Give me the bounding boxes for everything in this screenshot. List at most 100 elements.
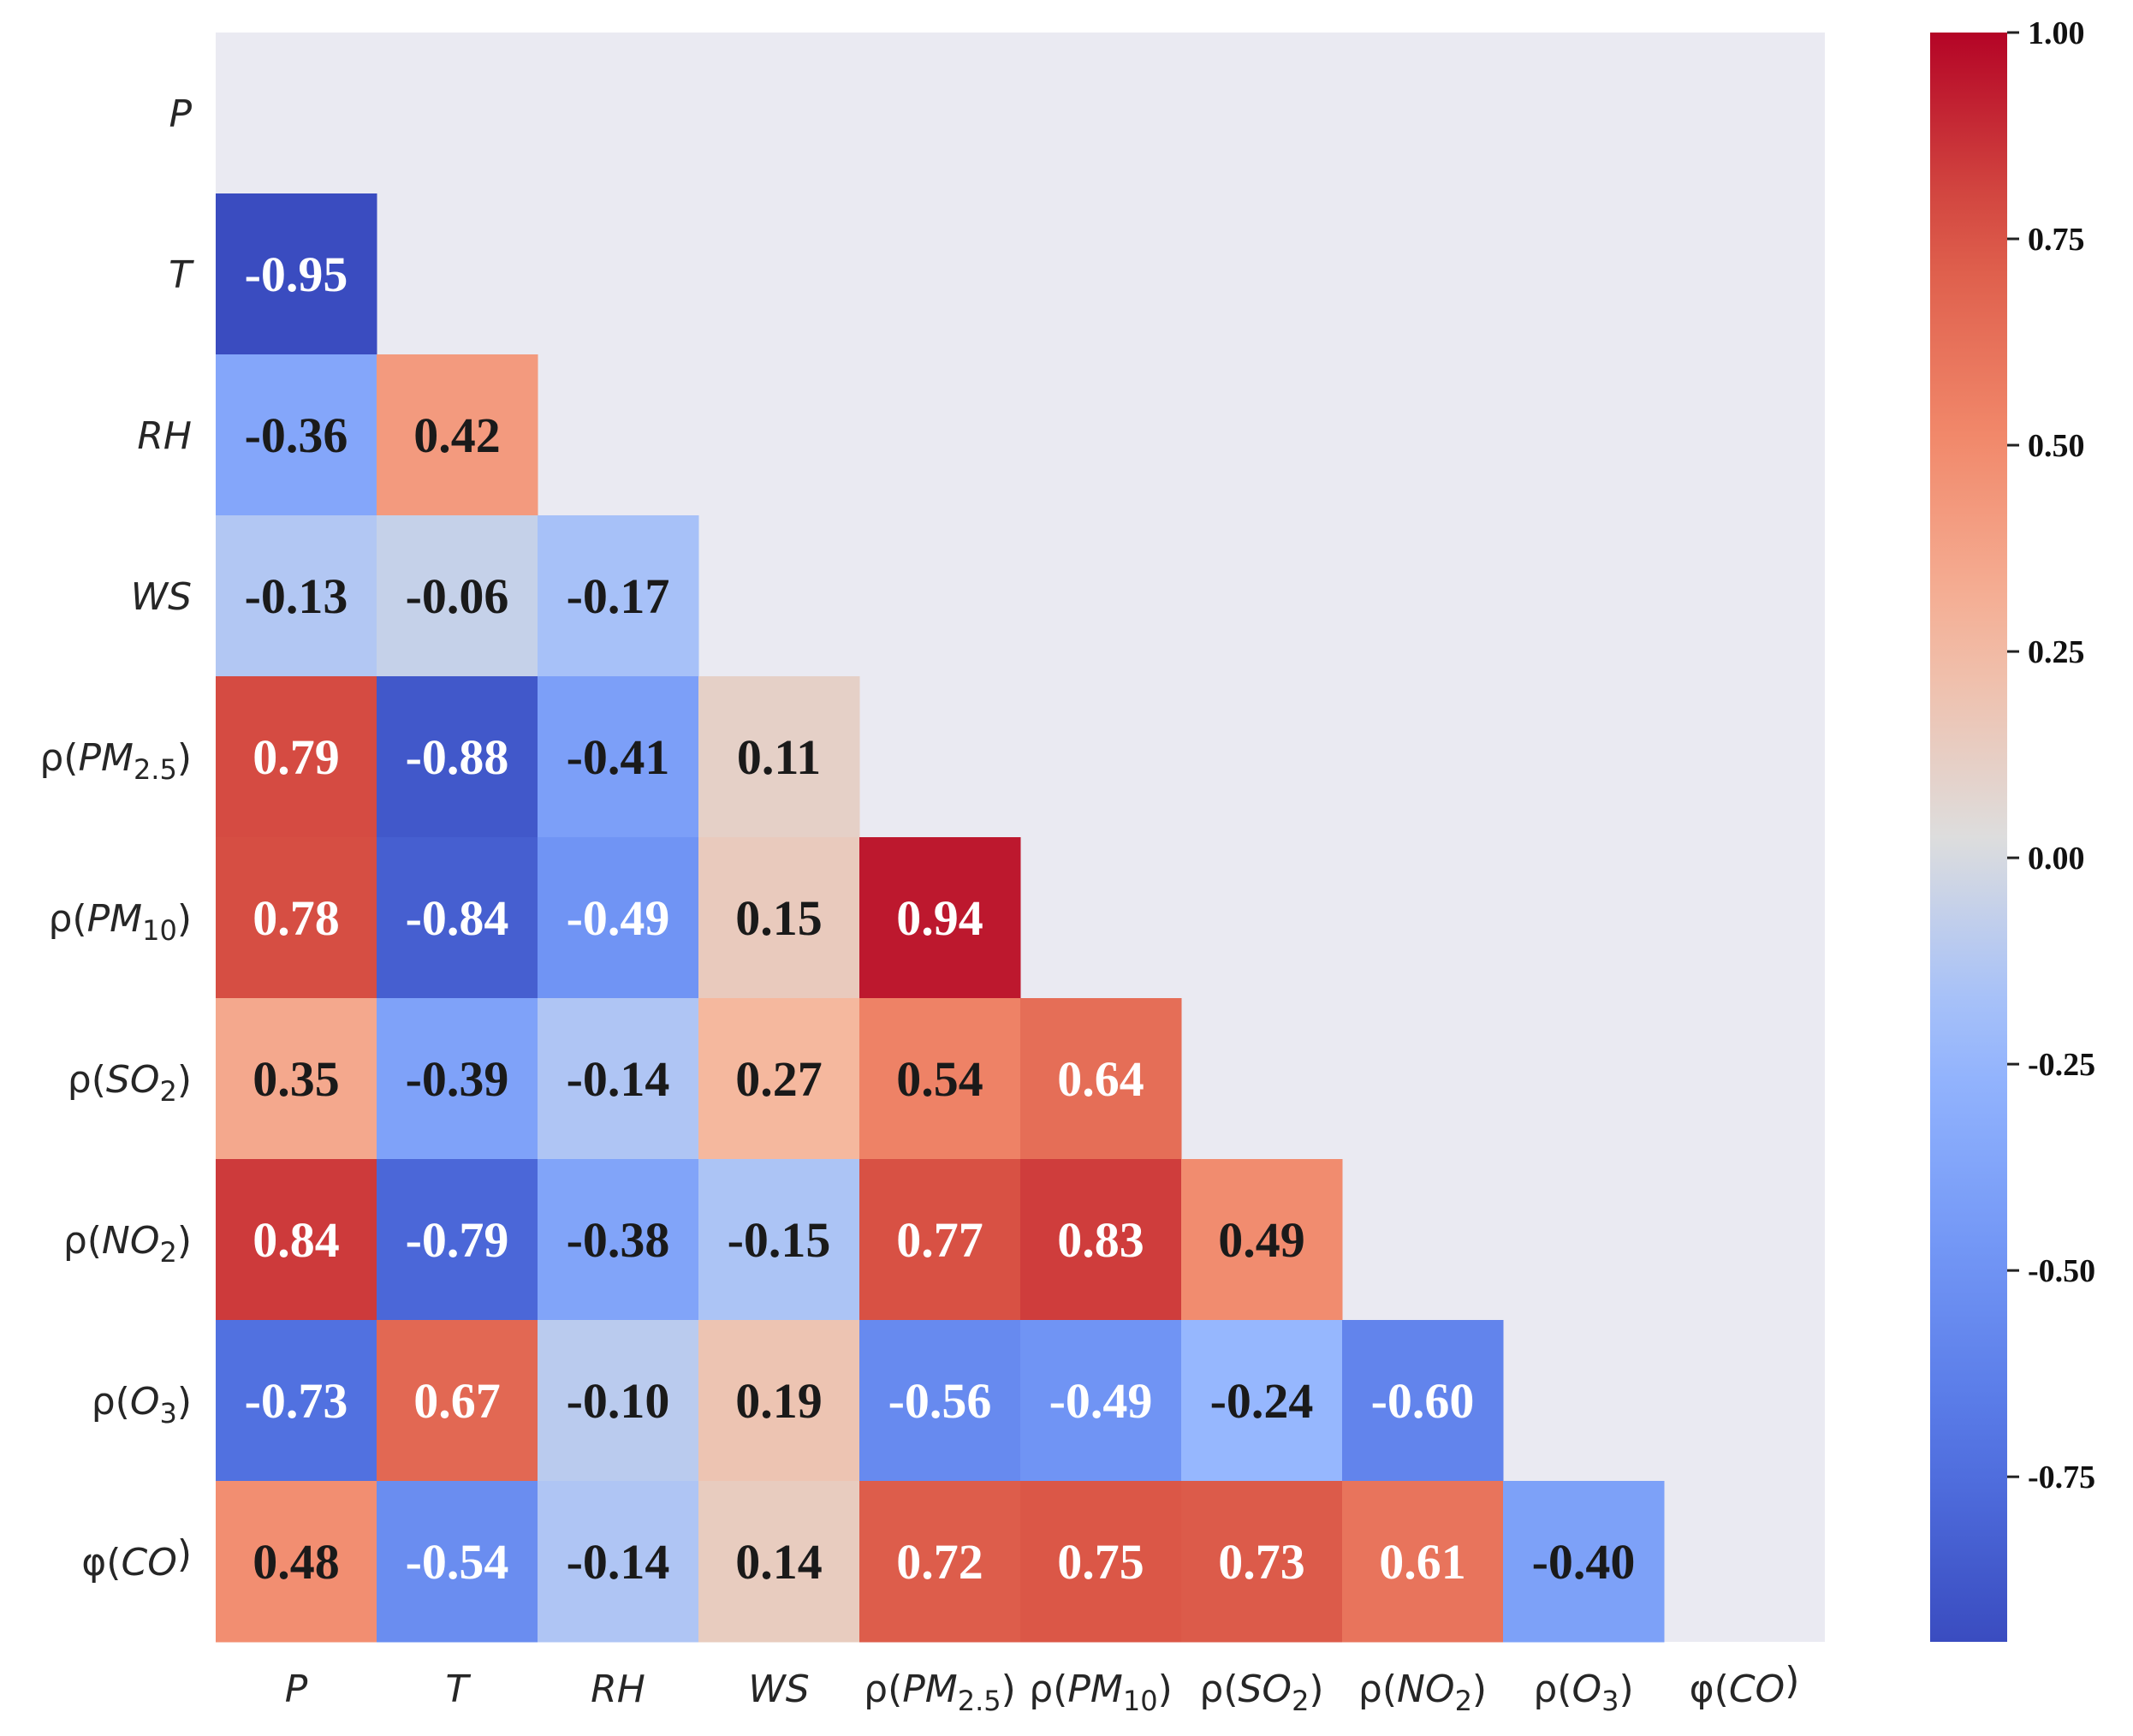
x-tick-label: ρ(PM2.5) (864, 1668, 1016, 1717)
x-tick-label: T (446, 1668, 472, 1711)
colorbar: 1.00 0.75 0.50 0.25 0.00 -0.25 -0.50 -0.75 (1930, 15, 2095, 1642)
heatmap-cell (698, 837, 860, 999)
cell-value-label: 0.78 (253, 890, 340, 946)
y-tick-label: ρ(NO2) (63, 1219, 192, 1269)
heatmap-cells: -0.95 -0.36 0.42 -0.13 -0.06 -0.17 0.79 -0.88 -0… (216, 193, 1665, 1643)
cell-value-label: -0.06 (406, 568, 509, 624)
heatmap-cell (377, 515, 538, 677)
cell-value-label: -0.49 (1049, 1373, 1153, 1429)
y-tick-label: ρ(PM2.5) (39, 736, 192, 786)
cell-value-label: -0.39 (406, 1051, 509, 1107)
cell-value-label: -0.60 (1371, 1373, 1475, 1429)
heatmap-cell (698, 1159, 860, 1321)
heatmap-cell (538, 515, 699, 677)
cell-value-label: 0.67 (413, 1373, 501, 1429)
heatmap-cell (216, 1159, 377, 1321)
colorbar-tick-label: -0.25 (2028, 1047, 2095, 1083)
cell-value-label: 0.83 (1057, 1212, 1144, 1268)
heatmap-cell (538, 1481, 699, 1643)
colorbar-tick-label: 1.00 (2028, 15, 2085, 51)
heatmap-cell (1181, 1320, 1343, 1482)
cell-value-label: 0.48 (253, 1534, 340, 1590)
cell-value-label: -0.54 (406, 1534, 509, 1590)
x-tick-label: P (285, 1668, 308, 1711)
cell-value-label: 0.84 (253, 1212, 340, 1268)
cell-value-label: 0.27 (735, 1051, 823, 1107)
heatmap-cell (216, 998, 377, 1160)
heatmap-cell (859, 837, 1021, 999)
heatmap-cell (698, 676, 860, 838)
cell-value-label: 0.11 (737, 729, 821, 785)
heatmap-cell (377, 354, 538, 516)
heatmap-cell (859, 1159, 1021, 1321)
cell-value-label: -0.15 (728, 1212, 831, 1268)
heatmap-cell (216, 1320, 377, 1482)
colorbar-gradient (1930, 33, 2007, 1642)
cell-value-label: -0.24 (1210, 1373, 1314, 1429)
heatmap-cell (1342, 1481, 1504, 1643)
y-tick-label: P (169, 92, 192, 136)
cell-value-label: 0.61 (1379, 1534, 1466, 1590)
cell-value-label: -0.10 (567, 1373, 670, 1429)
x-tick-label: ρ(O3) (1533, 1668, 1633, 1717)
heatmap-cell (859, 1320, 1021, 1482)
cell-value-label: 0.42 (413, 407, 501, 463)
heatmap-cell (377, 676, 538, 838)
heatmap-cell (538, 676, 699, 838)
heatmap-cell (216, 193, 377, 355)
heatmap-cell (216, 676, 377, 838)
heatmap-cell (377, 1159, 538, 1321)
y-tick-label: T (169, 253, 194, 297)
cell-value-label: -0.95 (245, 247, 348, 302)
cell-value-label: 0.77 (896, 1212, 983, 1268)
cell-value-label: 0.49 (1218, 1212, 1305, 1268)
heatmap-cell (538, 1320, 699, 1482)
heatmap-cell (377, 837, 538, 999)
heatmap-cell (538, 837, 699, 999)
heatmap-cell (538, 998, 699, 1160)
heatmap-cell (216, 837, 377, 999)
heatmap-cell (377, 998, 538, 1160)
heatmap-cell (1342, 1320, 1504, 1482)
cell-value-label: 0.75 (1057, 1534, 1144, 1590)
cell-value-label: 0.15 (735, 890, 823, 946)
heatmap-cell (1020, 1159, 1182, 1321)
colorbar-tick-label: 0.25 (2028, 634, 2085, 670)
heatmap-cell (698, 1481, 860, 1643)
heatmap-cell (859, 998, 1021, 1160)
cell-value-label: -0.17 (567, 568, 670, 624)
heatmap-cell (1181, 1481, 1343, 1643)
heatmap-cell (216, 515, 377, 677)
cell-value-label: -0.13 (245, 568, 348, 624)
heatmap-cell (1503, 1481, 1665, 1643)
y-tick-label: WS (131, 575, 192, 619)
x-tick-label: WS (748, 1668, 809, 1711)
cell-value-label: -0.73 (245, 1373, 348, 1429)
y-tick-label: ρ(SO2) (68, 1058, 192, 1108)
cell-value-label: -0.41 (567, 729, 670, 785)
cell-value-label: -0.84 (406, 890, 509, 946)
y-axis-tick-labels: P T RH WS ρ(PM2.5) ρ(PM10) ρ(SO2) ρ(NO2) ρ(O3) φ(… (39, 92, 194, 1584)
colorbar-tick-label: -0.75 (2028, 1460, 2095, 1495)
heatmap-cell (216, 1481, 377, 1643)
x-tick-label: ρ(NO2) (1358, 1668, 1487, 1717)
heatmap-cell (698, 998, 860, 1160)
heatmap-cell (859, 1481, 1021, 1643)
cell-value-label: 0.73 (1218, 1534, 1305, 1590)
heatmap-cell (538, 1159, 699, 1321)
heatmap-cell (698, 1320, 860, 1482)
colorbar-tick-label: 0.00 (2028, 841, 2085, 877)
x-axis-tick-labels: P T RH WS ρ(PM2.5) ρ(PM10) ρ(SO2) ρ(NO2) ρ(O3) φ(… (285, 1659, 1800, 1717)
heatmap-cell (216, 354, 377, 516)
heatmap-cell (1020, 1481, 1182, 1643)
cell-value-label: 0.54 (896, 1051, 983, 1107)
cell-value-label: -0.14 (567, 1051, 670, 1107)
heatmap-cell (377, 1320, 538, 1482)
cell-value-label: 0.94 (896, 890, 983, 946)
heatmap-cell (377, 1481, 538, 1643)
cell-value-label: 0.79 (253, 729, 340, 785)
cell-value-label: -0.56 (888, 1373, 992, 1429)
cell-value-label: -0.79 (406, 1212, 509, 1268)
